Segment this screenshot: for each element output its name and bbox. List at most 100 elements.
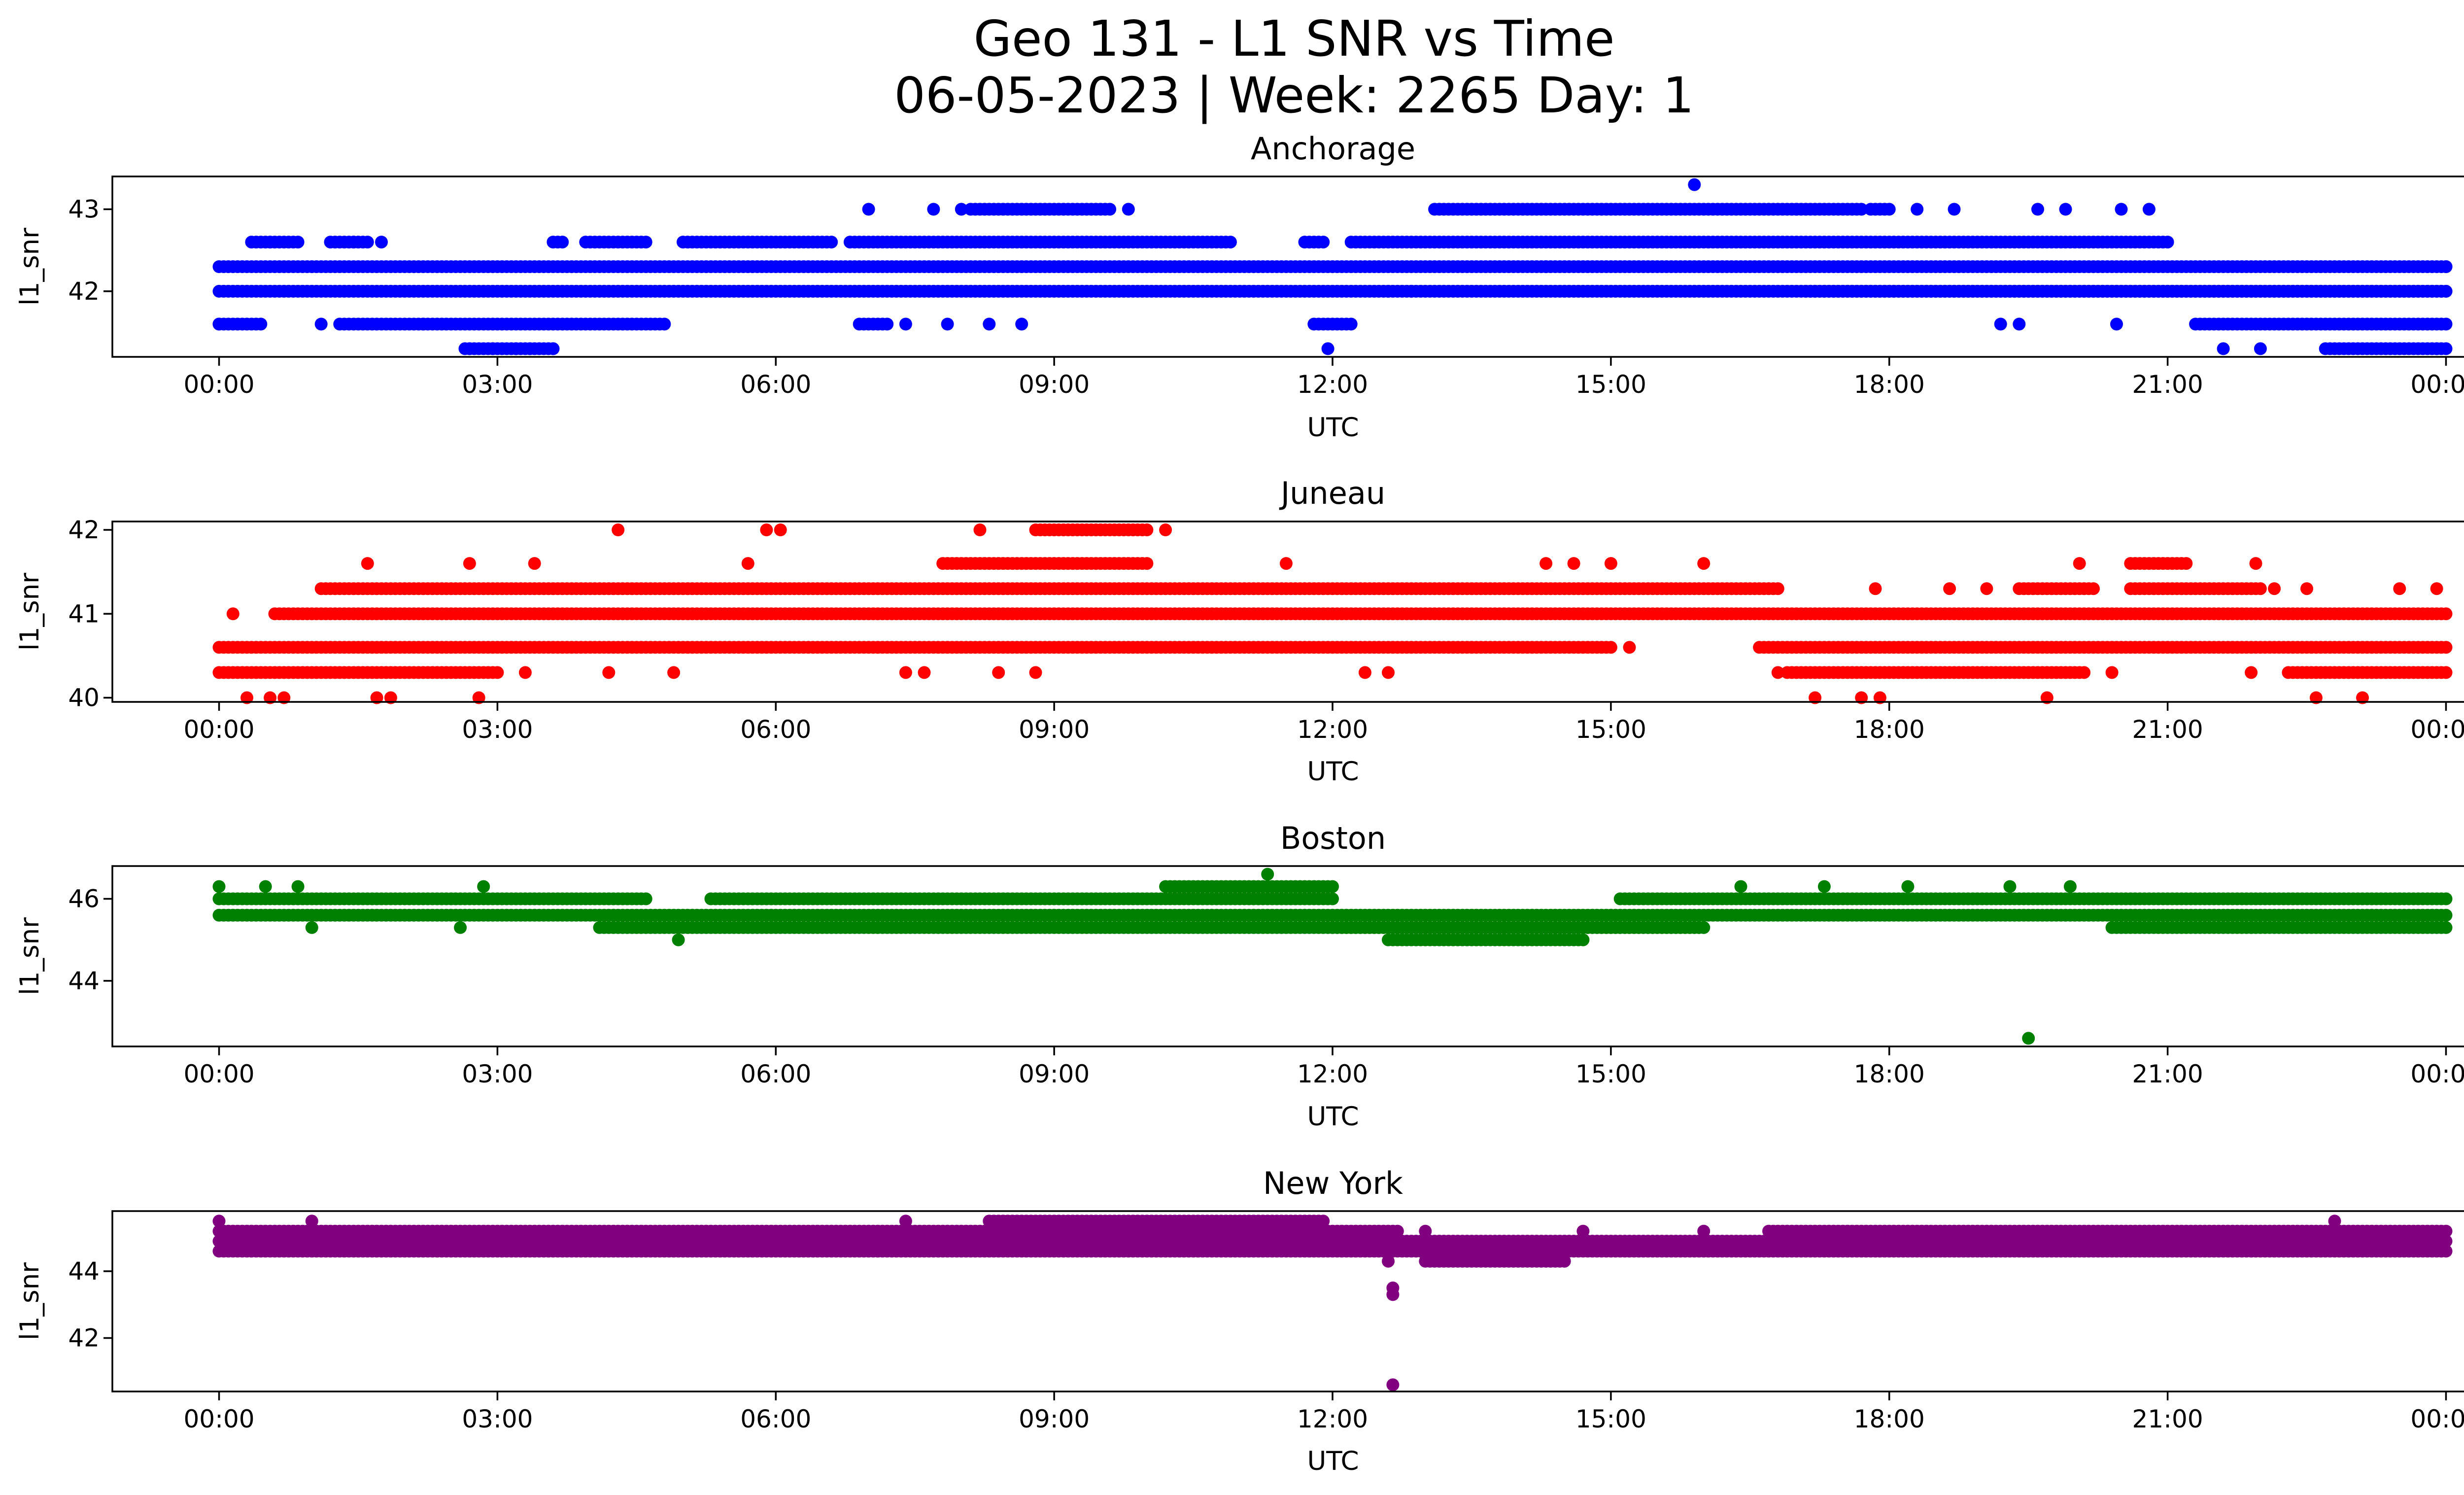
figure-title-line1: Geo 131 - L1 SNR vs Time: [974, 10, 1615, 68]
y-tick-label: 46: [68, 885, 100, 913]
data-point: [1015, 317, 1028, 331]
figure-title-line2: 06-05-2023 | Week: 2265 Day: 1: [894, 67, 1694, 124]
data-point: [2439, 666, 2453, 679]
data-point: [226, 607, 240, 621]
data-point: [1321, 342, 1335, 355]
x-axis-label: UTC: [1307, 413, 1359, 443]
data-point: [1771, 666, 1784, 679]
data-point: [2430, 342, 2443, 355]
data-point: [212, 317, 226, 331]
data-point: [1901, 880, 1915, 893]
data-point: [639, 236, 652, 249]
data-point: [1261, 868, 1274, 881]
data-point: [2013, 317, 2026, 331]
x-tick-label: 18:00: [1854, 1060, 1925, 1088]
data-point: [2393, 892, 2406, 905]
y-tick-label: 43: [68, 195, 100, 224]
x-tick-label: 09:00: [1019, 1060, 1090, 1088]
data-point: [639, 892, 652, 905]
data-point: [510, 342, 523, 355]
data-point: [2180, 557, 2193, 570]
panel-juneau: Juneau UTC l1_snr 00:00 03:00 06:00 09:00 12…: [15, 475, 2464, 787]
y-axis-label: l1_snr: [15, 228, 45, 306]
x-axis-label: UTC: [1307, 1102, 1359, 1132]
x-tick-label: 00:00: [2410, 1060, 2464, 1088]
data-point: [2268, 582, 2281, 595]
data-point: [918, 666, 931, 679]
data-point: [463, 557, 476, 570]
data-point: [361, 236, 374, 249]
panel-title: Anchorage: [1251, 131, 1415, 167]
x-tick-label: 03:00: [462, 1060, 533, 1088]
y-tick-label: 40: [68, 683, 100, 712]
data-point: [254, 317, 268, 331]
data-point: [1604, 641, 1617, 654]
data-point: [1540, 260, 1553, 273]
x-tick-label: 03:00: [462, 715, 533, 744]
data-point: [2031, 203, 2044, 216]
data-point: [556, 236, 569, 249]
data-point: [2430, 582, 2443, 595]
data-point: [602, 666, 616, 679]
data-point: [741, 557, 754, 570]
data-point: [518, 666, 532, 679]
x-tick-label: 00:00: [183, 1060, 254, 1088]
y-tick-label: 41: [68, 599, 100, 628]
y-axis-label: l1_snr: [15, 917, 45, 995]
data-point: [955, 203, 968, 216]
data-point: [1382, 284, 1395, 298]
x-tick-label: 21:00: [2132, 1060, 2203, 1088]
data-point: [2115, 203, 2128, 216]
data-point: [1943, 582, 1956, 595]
data-point: [2439, 284, 2453, 298]
data-point: [1029, 666, 1042, 679]
data-point: [2063, 880, 2077, 893]
x-tick-label: 06:00: [740, 715, 811, 744]
data-point: [1358, 666, 1371, 679]
data-point: [547, 342, 560, 355]
data-point: [1103, 203, 1117, 216]
data-point: [1604, 557, 1617, 570]
data-point: [2254, 582, 2267, 595]
x-tick-label: 21:00: [2132, 715, 2203, 744]
data-point: [667, 666, 681, 679]
data-point: [1869, 582, 1882, 595]
data-point: [2022, 1032, 2035, 1045]
data-point: [1697, 557, 1711, 570]
data-point: [983, 317, 996, 331]
data-point: [347, 236, 360, 249]
x-tick-label: 18:00: [1854, 370, 1925, 399]
data-point: [2073, 557, 2086, 570]
data-point: [2439, 641, 2453, 654]
data-point: [1697, 921, 1711, 934]
data-point: [1980, 582, 1993, 595]
data-point: [2249, 557, 2262, 570]
data-point: [1159, 523, 1172, 536]
x-tick-label: 15:00: [1575, 370, 1646, 399]
data-point: [927, 203, 940, 216]
data-point: [1279, 557, 1293, 570]
data-point: [2393, 582, 2406, 595]
data-point: [528, 557, 541, 570]
data-point: [760, 523, 773, 536]
data-point: [416, 317, 430, 331]
data-point: [1817, 880, 1831, 893]
data-point: [1911, 203, 1924, 216]
data-point: [992, 666, 1005, 679]
panel-new-york: New York UTC l1_snr 00:00 03:00 06:00 09:00…: [15, 1165, 2464, 1476]
data-point: [672, 933, 685, 946]
data-point: [862, 203, 875, 216]
data-point: [2439, 921, 2453, 934]
data-point: [899, 666, 912, 679]
data-point: [1344, 317, 1358, 331]
x-tick-label: 18:00: [1854, 715, 1925, 744]
data-point: [259, 880, 272, 893]
data-point: [1994, 317, 2007, 331]
data-point: [2003, 880, 2017, 893]
data-point: [264, 236, 277, 249]
x-tick-label: 00:00: [2410, 370, 2464, 399]
data-point: [361, 557, 374, 570]
data-point: [463, 342, 476, 355]
data-point: [1326, 892, 1339, 905]
